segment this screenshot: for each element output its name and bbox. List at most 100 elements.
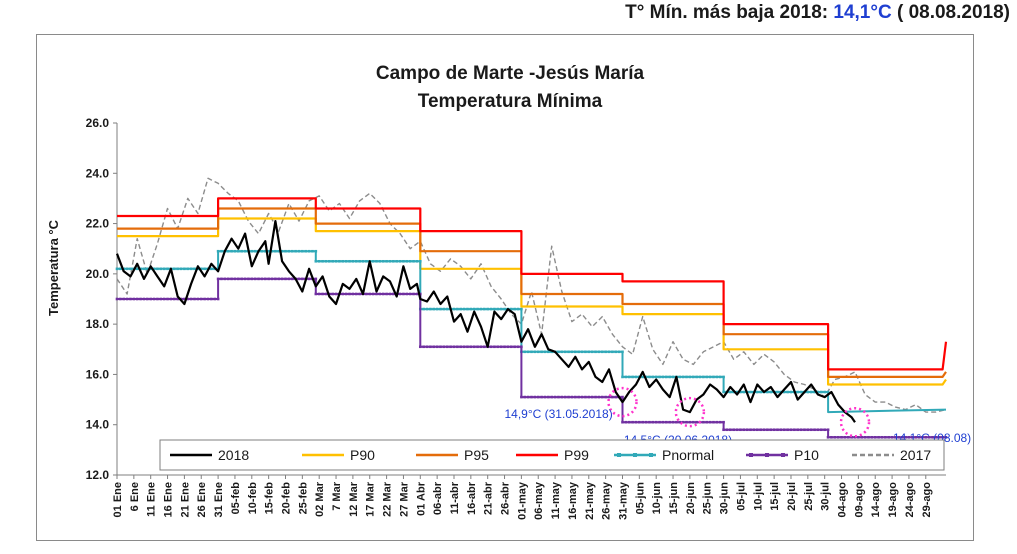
series-p10-marker — [216, 277, 220, 281]
series-pnormal-marker — [661, 375, 665, 379]
series-p10-marker — [412, 292, 415, 296]
series-pnormal-marker — [570, 350, 574, 354]
series-pnormal-marker — [472, 307, 476, 311]
series-pnormal-marker — [722, 375, 725, 379]
series-p10-marker — [415, 292, 419, 296]
series-pnormal-marker — [156, 267, 159, 271]
series-p10-marker — [907, 435, 911, 439]
x-tick-label: 15-feb — [264, 482, 276, 515]
series-pnormal-marker — [654, 375, 658, 379]
series-p10-marker — [240, 277, 243, 281]
series-pnormal-marker — [631, 375, 634, 379]
series-pnormal-marker — [358, 259, 361, 263]
series-pnormal-marker — [766, 390, 769, 394]
series-pnormal-marker — [226, 249, 230, 253]
legend-pnormal-marker — [617, 453, 621, 457]
series-pnormal-marker — [671, 375, 675, 379]
series-p10-marker — [429, 345, 432, 349]
x-tick-label: 7 Mar — [331, 481, 343, 510]
axes: 12.0 14.0 16.0 18.0 20.0 22.0 24.0 26.0 01 Ene 6 … — [86, 116, 946, 520]
series-p10-marker — [766, 428, 769, 432]
series-p10-marker — [806, 428, 810, 432]
series-p10-marker — [924, 435, 928, 439]
x-tick-label: 29-ago — [921, 482, 933, 518]
series-p10-marker — [631, 420, 634, 424]
series-p10-marker — [169, 297, 173, 301]
series-pnormal-marker — [119, 267, 122, 271]
series-p10-marker — [503, 345, 506, 349]
x-tick-label: 16 Ene — [163, 482, 175, 517]
series-pnormal-marker — [705, 375, 709, 379]
x-tick-label: 20-feb — [280, 482, 292, 515]
series-p10-marker — [321, 292, 324, 296]
series-pnormal-marker — [392, 259, 395, 263]
series-pnormal-marker — [789, 390, 793, 394]
series-pnormal-marker — [203, 267, 206, 271]
series-pnormal-marker — [513, 307, 516, 311]
series-pnormal-marker — [294, 249, 297, 253]
series-pnormal-marker — [135, 267, 139, 271]
series-pnormal-marker — [432, 307, 436, 311]
legend-2018-label: 2018 — [218, 447, 249, 463]
series-p10-marker — [398, 292, 402, 296]
series-pnormal-marker — [641, 375, 645, 379]
series-p10-marker — [941, 435, 944, 439]
series-p10-marker — [422, 345, 425, 349]
headline: T° Mín. más baja 2018: 14,1°C ( 08.08.20… — [480, 2, 1010, 24]
series-p10-line — [117, 277, 946, 439]
series-p10-marker — [125, 297, 129, 301]
series-p10-marker — [371, 292, 375, 296]
x-tick-label: 12 Mar — [348, 481, 360, 517]
series-pnormal-marker — [526, 350, 530, 354]
series-pnormal-marker — [577, 350, 580, 354]
series-p10-marker — [334, 292, 338, 296]
x-tick-label: 01 Abr — [415, 481, 427, 516]
series-p10-marker — [826, 435, 830, 439]
series-pnormal-marker — [648, 375, 651, 379]
series-pnormal-marker — [324, 259, 328, 263]
series-pnormal-marker — [776, 390, 779, 394]
series-p10-marker — [769, 428, 773, 432]
series-pnormal-marker — [311, 249, 314, 253]
series-p10-marker — [574, 395, 577, 399]
series-pnormal-marker — [301, 249, 304, 253]
series-p10-marker — [162, 297, 166, 301]
series-pnormal-marker — [445, 307, 449, 311]
series-pnormal-marker — [412, 259, 415, 263]
series-p10-marker — [375, 292, 378, 296]
series-p10-marker — [513, 345, 516, 349]
series-p10-marker — [607, 395, 611, 399]
series-pnormal-marker — [176, 267, 179, 271]
series-pnormal-marker — [230, 249, 233, 253]
legend-2017-label: 2017 — [900, 447, 931, 463]
series-p10-marker — [762, 428, 766, 432]
series-p10-marker — [351, 292, 355, 296]
series-p10-marker — [705, 420, 709, 424]
series-p10-marker — [880, 435, 884, 439]
chart-title: Campo de Marte -Jesús María — [376, 63, 645, 84]
series-pnormal-marker — [735, 390, 739, 394]
series-p10-marker — [456, 345, 459, 349]
x-tick-label: 25-feb — [297, 482, 309, 515]
series-p10-marker — [432, 345, 436, 349]
series-p10-marker — [729, 428, 732, 432]
series-pnormal-marker — [536, 350, 540, 354]
series-p10-marker — [664, 420, 668, 424]
x-tick-label: 31 Ene — [213, 482, 225, 517]
series-p10-marker — [196, 297, 200, 301]
series-p10-marker — [520, 345, 523, 349]
series-p10-marker — [388, 292, 392, 296]
series-p10-marker — [833, 435, 837, 439]
headline-suffix: ( 08.08.2018) — [891, 2, 1010, 23]
series-pnormal-marker — [237, 249, 240, 253]
series-p10-marker — [563, 395, 567, 399]
headline-value: 14,1°C — [833, 2, 892, 23]
series-pnormal-marker — [166, 267, 169, 271]
series-p10-marker — [567, 395, 570, 399]
series-pnormal-marker — [722, 390, 725, 394]
series-pnormal-marker — [574, 350, 577, 354]
series-p10-marker — [425, 345, 429, 349]
x-tick-label: 27 Mar — [398, 481, 410, 517]
series-pnormal-marker — [658, 375, 661, 379]
series-p10-marker — [530, 395, 533, 399]
